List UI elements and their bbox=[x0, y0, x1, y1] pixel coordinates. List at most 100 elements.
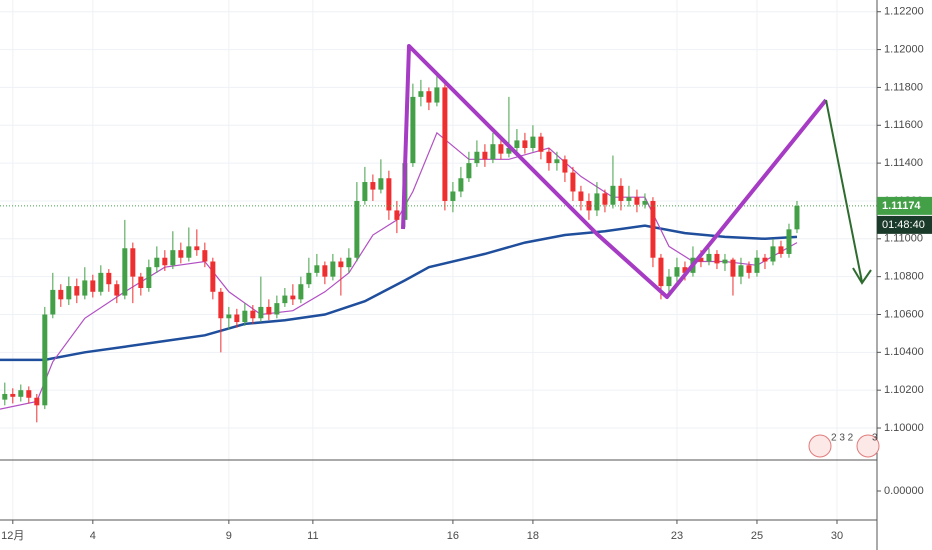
candle-body bbox=[298, 284, 304, 300]
candle-body bbox=[210, 261, 216, 292]
candle-body bbox=[626, 197, 632, 201]
candle-body bbox=[714, 253, 720, 264]
candle-body bbox=[634, 197, 640, 205]
candle-body bbox=[706, 253, 712, 262]
y-tick-label: 1.11000 bbox=[884, 233, 923, 245]
y-tick-label: 1.11400 bbox=[884, 157, 923, 169]
candle-body bbox=[642, 200, 648, 205]
candle-body bbox=[330, 261, 336, 277]
candle-body bbox=[66, 286, 72, 300]
candle-body bbox=[202, 250, 208, 262]
candle-body bbox=[2, 393, 8, 400]
candle-body bbox=[682, 267, 688, 273]
candle-body bbox=[242, 310, 248, 323]
candle-body bbox=[554, 159, 560, 164]
x-tick-label: 12月 bbox=[1, 530, 24, 542]
candle-body bbox=[594, 193, 600, 211]
candle-body bbox=[114, 284, 120, 296]
candle-body bbox=[138, 276, 144, 288]
candle-body bbox=[482, 151, 488, 160]
candle-body bbox=[122, 248, 128, 296]
candle-body bbox=[522, 140, 528, 148]
candle-body bbox=[322, 265, 328, 277]
candle-body bbox=[514, 140, 520, 148]
candle-body bbox=[426, 91, 432, 103]
candle-body bbox=[290, 295, 296, 300]
candle-body bbox=[26, 390, 32, 398]
candle-body bbox=[378, 178, 384, 190]
candle-body bbox=[98, 272, 104, 292]
candle-body bbox=[754, 257, 760, 273]
moving-average bbox=[0, 224, 798, 362]
arrow-shaft bbox=[825, 99, 863, 283]
candle-body bbox=[18, 390, 24, 397]
candle-body bbox=[434, 87, 440, 103]
axis: 1.10000 1.10200 1.10400 1.10600 1.10800 1.110… bbox=[1, 6, 932, 542]
y-tick-label: 1.12000 bbox=[884, 43, 924, 55]
x-tick-label: 23 bbox=[671, 530, 683, 542]
candle-body bbox=[50, 289, 56, 315]
candle-body bbox=[770, 246, 776, 262]
candle-body bbox=[658, 257, 664, 287]
candle-body bbox=[410, 96, 416, 164]
candle-body bbox=[722, 259, 728, 264]
candle-body bbox=[82, 280, 88, 296]
x-tick-label: 11 bbox=[307, 530, 318, 542]
candle-body bbox=[346, 257, 352, 268]
event-label: 3 bbox=[872, 433, 878, 444]
candle-body bbox=[354, 200, 360, 258]
grid bbox=[0, 0, 877, 520]
candle-body bbox=[218, 291, 224, 319]
x-tick-label: 4 bbox=[90, 530, 96, 542]
candle-body bbox=[474, 151, 480, 164]
zigzag-drawing bbox=[401, 44, 828, 299]
candle-body bbox=[194, 246, 200, 251]
candle-body bbox=[562, 159, 568, 173]
candle-body bbox=[42, 314, 48, 406]
candle-body bbox=[506, 147, 512, 154]
candle-body bbox=[746, 265, 752, 273]
candle-body bbox=[106, 272, 112, 285]
candle-body bbox=[570, 172, 576, 192]
x-tick-label: 30 bbox=[831, 530, 843, 542]
candle-body bbox=[738, 265, 744, 277]
candle-body bbox=[650, 200, 656, 258]
x-tick-label: 18 bbox=[527, 530, 539, 542]
arrow-head bbox=[852, 267, 872, 285]
candle-body bbox=[386, 178, 392, 211]
candle-body bbox=[530, 136, 536, 148]
x-tick-label: 25 bbox=[751, 530, 763, 542]
candle-body bbox=[10, 393, 16, 397]
candle-body bbox=[250, 310, 256, 319]
candle-body bbox=[794, 205, 800, 230]
x-tick-label: 16 bbox=[447, 530, 459, 542]
candle-body bbox=[34, 397, 40, 406]
candle-body bbox=[370, 182, 376, 190]
candle-body bbox=[74, 286, 80, 296]
candle-body bbox=[362, 182, 368, 201]
candle-body bbox=[90, 280, 96, 292]
candle-body bbox=[610, 185, 616, 205]
candle-body bbox=[266, 306, 272, 315]
event-label: 2 3 2 bbox=[831, 433, 854, 444]
candle-body bbox=[418, 91, 424, 97]
candle-body bbox=[162, 257, 168, 266]
countdown-box bbox=[877, 215, 932, 234]
candle-body bbox=[730, 259, 736, 277]
candle-body bbox=[170, 250, 176, 266]
candle-body bbox=[282, 295, 288, 304]
candle-body bbox=[762, 257, 768, 262]
candle-body bbox=[458, 178, 464, 192]
candle-body bbox=[602, 193, 608, 205]
candle-body bbox=[314, 265, 320, 273]
y-tick-label: 1.10400 bbox=[884, 346, 924, 358]
candle-body bbox=[146, 267, 152, 288]
y-tick-label: 1.10200 bbox=[884, 384, 924, 396]
y-tick-label: 1.10000 bbox=[884, 422, 924, 434]
candle-body bbox=[186, 246, 192, 258]
candle-body bbox=[258, 306, 264, 319]
x-tick-label: 9 bbox=[226, 530, 232, 542]
candle-body bbox=[450, 191, 456, 201]
